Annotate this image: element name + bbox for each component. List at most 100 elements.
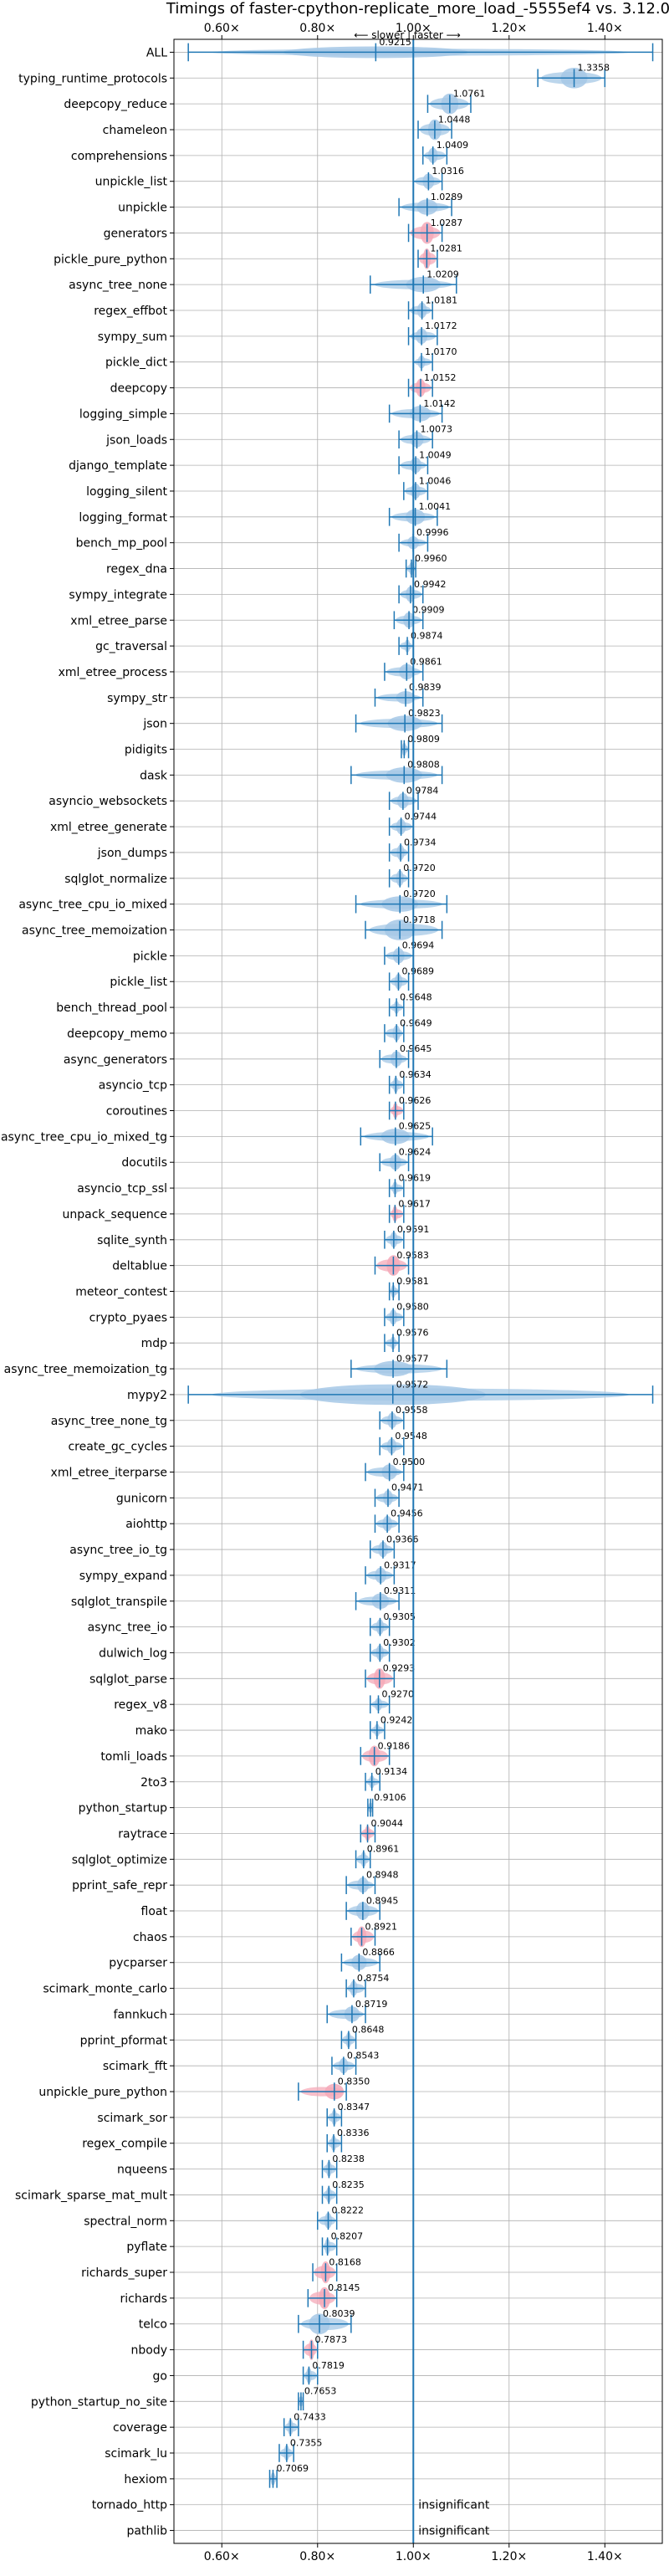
x-tick-label-top: 0.60× <box>204 22 240 35</box>
value-label: 0.8719 <box>355 1999 388 2010</box>
benchmark-row: json_loads 1.0073 <box>105 424 662 449</box>
value-label: 1.0046 <box>419 475 451 486</box>
benchmark-label: richards_super <box>81 2266 167 2280</box>
benchmark-label: async_tree_memoization <box>22 924 167 938</box>
benchmark-label: async_tree_cpu_io_mixed <box>18 899 167 912</box>
value-label: 1.3358 <box>578 63 610 74</box>
benchmark-label: regex_effbot <box>94 305 167 318</box>
benchmark-row: ALL 0.9215 <box>146 37 662 62</box>
benchmark-row: bench_mp_pool 0.9996 <box>76 527 662 552</box>
value-label: 0.8238 <box>332 2153 365 2164</box>
benchmark-label: sqlglot_parse <box>89 1672 167 1686</box>
benchmark-row: dulwich_log 0.9302 <box>99 1637 662 1662</box>
benchmark-row: pickle_dict 1.0170 <box>105 346 662 371</box>
value-label: 0.9619 <box>398 1172 431 1183</box>
benchmark-label: async_tree_cpu_io_mixed_tg <box>1 1130 167 1144</box>
benchmark-row: typing_runtime_protocols 1.3358 <box>18 63 662 89</box>
value-label: 0.9874 <box>411 630 443 641</box>
value-label: 0.9044 <box>371 1818 404 1829</box>
benchmark-label: pprint_pformat <box>80 2034 168 2047</box>
benchmark-label: deepcopy <box>110 382 167 396</box>
benchmark-label: float <box>141 1905 168 1918</box>
benchmark-row: pickle 0.9694 <box>133 940 662 965</box>
x-tick-label-bottom: 1.40× <box>587 2550 623 2563</box>
value-label: 0.9720 <box>403 863 436 873</box>
benchmark-label: aiohttp <box>125 1518 167 1531</box>
value-label: 0.9311 <box>384 1585 416 1596</box>
benchmark-label: xml_etree_iterparse <box>51 1466 167 1479</box>
benchmark-label: pidigits <box>125 744 167 757</box>
benchmark-row: spectral_norm 0.8222 <box>84 2205 662 2230</box>
value-label: 0.9823 <box>408 708 441 719</box>
benchmark-row: mako 0.9242 <box>135 1714 662 1739</box>
value-label: 0.7873 <box>314 2334 347 2345</box>
benchmark-row: scimark_sparse_mat_mult 0.8235 <box>15 2179 662 2205</box>
value-label: 0.9305 <box>383 1611 416 1622</box>
benchmark-row: go 0.7819 <box>153 2360 662 2385</box>
benchmark-label: async_tree_memoization_tg <box>4 1363 167 1376</box>
benchmark-row: chameleon 1.0448 <box>103 114 662 141</box>
benchmark-label: mypy2 <box>127 1389 167 1402</box>
benchmark-row: pickle_list 0.9689 <box>110 966 662 991</box>
value-label: 0.8948 <box>366 1870 399 1881</box>
value-label: 0.8207 <box>331 2231 364 2242</box>
benchmark-row: regex_dna 0.9960 <box>106 553 662 578</box>
value-label: 1.0073 <box>420 424 452 435</box>
benchmark-row: async_tree_memoization 0.9718 <box>22 914 662 940</box>
benchmark-row: pidigits 0.9809 <box>125 734 662 759</box>
benchmark-row: unpickle_list 1.0316 <box>95 166 662 191</box>
benchmark-row: deepcopy 1.0152 <box>110 372 662 397</box>
benchmark-row: nqueens 0.8238 <box>117 2153 662 2179</box>
value-label: 1.0289 <box>431 192 463 202</box>
benchmark-row: bench_thread_pool 0.9648 <box>56 991 662 1017</box>
benchmark-label: chameleon <box>103 124 167 137</box>
benchmark-label: raytrace <box>118 1827 167 1841</box>
benchmark-label: meteor_contest <box>75 1286 167 1299</box>
benchmark-row: python_startup 0.9106 <box>79 1792 662 1817</box>
benchmark-row: sympy_integrate 0.9942 <box>69 579 662 604</box>
benchmark-label: mdp <box>141 1337 168 1350</box>
benchmark-row: float 0.8945 <box>141 1895 662 1920</box>
value-label: 0.9861 <box>410 656 442 667</box>
value-label: 1.0172 <box>425 320 457 331</box>
benchmark-label: crypto_pyaes <box>89 1311 167 1324</box>
benchmark-label: pycparser <box>109 1957 167 1970</box>
value-label: 0.9809 <box>407 734 440 745</box>
benchmark-row: pickle_pure_python 1.0281 <box>54 243 662 269</box>
benchmark-label: create_gc_cycles <box>68 1441 167 1454</box>
value-label: 0.8754 <box>357 1973 390 1984</box>
benchmark-row: crypto_pyaes0.9580 <box>89 1302 662 1327</box>
benchmark-row: sympy_expand 0.9317 <box>79 1559 662 1585</box>
benchmark-label: regex_v8 <box>114 1698 167 1712</box>
benchmark-row: coroutines 0.9626 <box>106 1095 662 1120</box>
benchmark-row: async_tree_io_tg 0.9366 <box>69 1534 662 1559</box>
benchmark-row: pyflate 0.8207 <box>126 2231 662 2256</box>
value-label: 0.9648 <box>400 991 432 1002</box>
speed-direction-annotation: ⟵ slower | faster ⟶ <box>354 29 461 41</box>
benchmark-row: scimark_sor 0.8347 <box>97 2102 662 2127</box>
benchmark-label: pprint_safe_repr <box>72 1879 167 1892</box>
value-label: 1.0316 <box>432 166 464 177</box>
benchmark-label: spectral_norm <box>84 2215 167 2228</box>
benchmark-label: mako <box>135 1724 167 1738</box>
value-label: 0.9942 <box>414 579 447 590</box>
value-label: 0.9572 <box>396 1379 429 1390</box>
benchmark-label: pyflate <box>126 2241 167 2254</box>
value-label: 0.9720 <box>403 889 436 899</box>
value-label: 1.0409 <box>437 140 469 151</box>
value-label: 0.9784 <box>406 786 439 796</box>
benchmark-label: nbody <box>131 2344 168 2358</box>
benchmark-label: gc_traversal <box>95 640 167 653</box>
benchmark-label: dulwich_log <box>99 1646 167 1660</box>
benchmark-row: json_dumps 0.9734 <box>97 837 662 862</box>
benchmark-row: tornado_http insignificant <box>92 2499 662 2512</box>
benchmark-label: coverage <box>113 2421 167 2435</box>
benchmark-row: sqlglot_optimize 0.8961 <box>72 1844 662 1869</box>
benchmark-row: telco 0.8039 <box>139 2308 662 2335</box>
value-label: 1.0287 <box>431 218 463 228</box>
value-label: 0.9500 <box>393 1457 426 1467</box>
value-label: 0.9808 <box>407 760 440 771</box>
value-label: 0.9617 <box>398 1198 431 1209</box>
benchmark-label: generators <box>104 227 167 240</box>
benchmark-label: unpickle <box>118 202 167 215</box>
